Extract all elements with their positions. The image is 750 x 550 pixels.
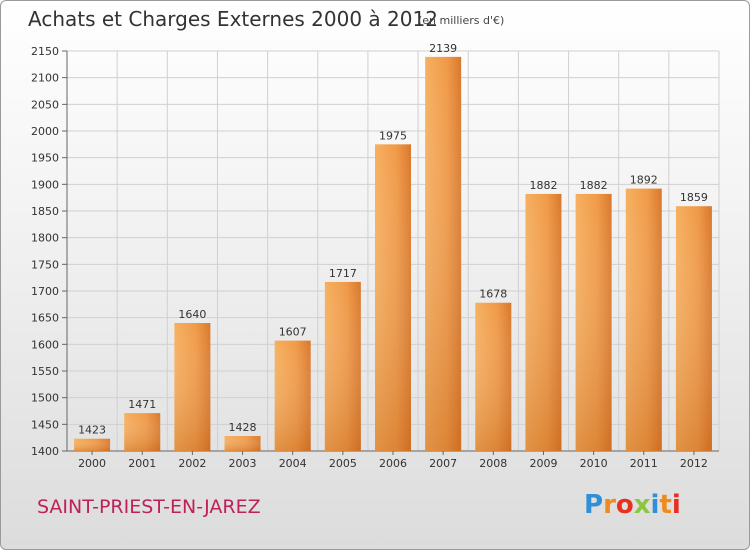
bar-value-label: 1859 — [680, 191, 708, 204]
bar-value-label: 1640 — [178, 308, 206, 321]
bar-value-label: 1882 — [529, 179, 557, 192]
bar-shade — [324, 281, 361, 451]
x-tick-label: 2008 — [479, 457, 507, 470]
logo-letter: P — [584, 490, 604, 520]
bar-shade — [224, 436, 261, 451]
bar-value-label: 1717 — [329, 267, 357, 280]
y-tick-label: 1850 — [31, 205, 59, 218]
logo-letter: t — [659, 490, 672, 520]
x-tick-label: 2002 — [178, 457, 206, 470]
chart-unit: (en milliers d'€) — [418, 14, 505, 27]
x-tick-label: 2011 — [630, 457, 658, 470]
x-tick-label: 2007 — [429, 457, 457, 470]
y-tick-label: 1900 — [31, 178, 59, 191]
y-tick-label: 2050 — [31, 98, 59, 111]
bar-shade — [575, 193, 612, 451]
logo-letter: x — [633, 490, 651, 520]
y-tick-label: 1400 — [31, 445, 59, 458]
y-tick-label: 1550 — [31, 365, 59, 378]
y-tick-label: 1700 — [31, 285, 59, 298]
bar-shade — [274, 340, 311, 451]
chart-title: Achats et Charges Externes 2000 à 2012 — [28, 7, 438, 31]
x-tick-label: 2009 — [529, 457, 557, 470]
bar-shade — [675, 206, 712, 451]
y-tick-label: 1500 — [31, 392, 59, 405]
bar-value-label: 1678 — [479, 288, 507, 301]
bar-shade — [475, 302, 512, 451]
y-tick-label: 1650 — [31, 312, 59, 325]
bar-value-label: 1607 — [279, 326, 307, 339]
y-tick-label: 1600 — [31, 338, 59, 351]
bar-shade — [174, 323, 211, 451]
y-tick-label: 2100 — [31, 72, 59, 85]
y-tick-label: 1750 — [31, 258, 59, 271]
bar-shade — [625, 188, 662, 451]
bar-shade — [525, 193, 562, 451]
logo-letter: o — [615, 490, 634, 520]
bar-value-label: 2139 — [429, 42, 457, 55]
x-tick-label: 2005 — [329, 457, 357, 470]
bar-shade — [74, 438, 111, 451]
bar-value-label: 1882 — [580, 179, 608, 192]
logo-letter: i — [650, 490, 660, 520]
x-tick-label: 2003 — [229, 457, 257, 470]
bar-shade — [124, 413, 161, 451]
logo-letter: r — [603, 490, 616, 520]
x-tick-label: 2004 — [279, 457, 307, 470]
x-tick-label: 2000 — [78, 457, 106, 470]
x-tick-label: 2010 — [580, 457, 608, 470]
proxiti-logo: Proxiti — [584, 490, 681, 520]
y-tick-label: 2000 — [31, 125, 59, 138]
bar-value-label: 1471 — [128, 398, 156, 411]
y-tick-label: 1450 — [31, 418, 59, 431]
logo-letter: i — [671, 490, 681, 520]
bar-value-label: 1423 — [78, 424, 106, 437]
commune-name: SAINT-PRIEST-EN-JAREZ — [37, 496, 261, 518]
x-tick-label: 2001 — [128, 457, 156, 470]
bar-value-label: 1428 — [229, 421, 257, 434]
x-tick-label: 2006 — [379, 457, 407, 470]
bar-value-label: 1975 — [379, 129, 407, 142]
bar-value-label: 1892 — [630, 174, 658, 187]
y-tick-label: 1950 — [31, 152, 59, 165]
x-tick-label: 2012 — [680, 457, 708, 470]
bar-shade — [375, 144, 411, 452]
bar-shade — [425, 56, 462, 451]
y-tick-label: 2150 — [31, 45, 59, 58]
y-tick-label: 1800 — [31, 232, 59, 245]
